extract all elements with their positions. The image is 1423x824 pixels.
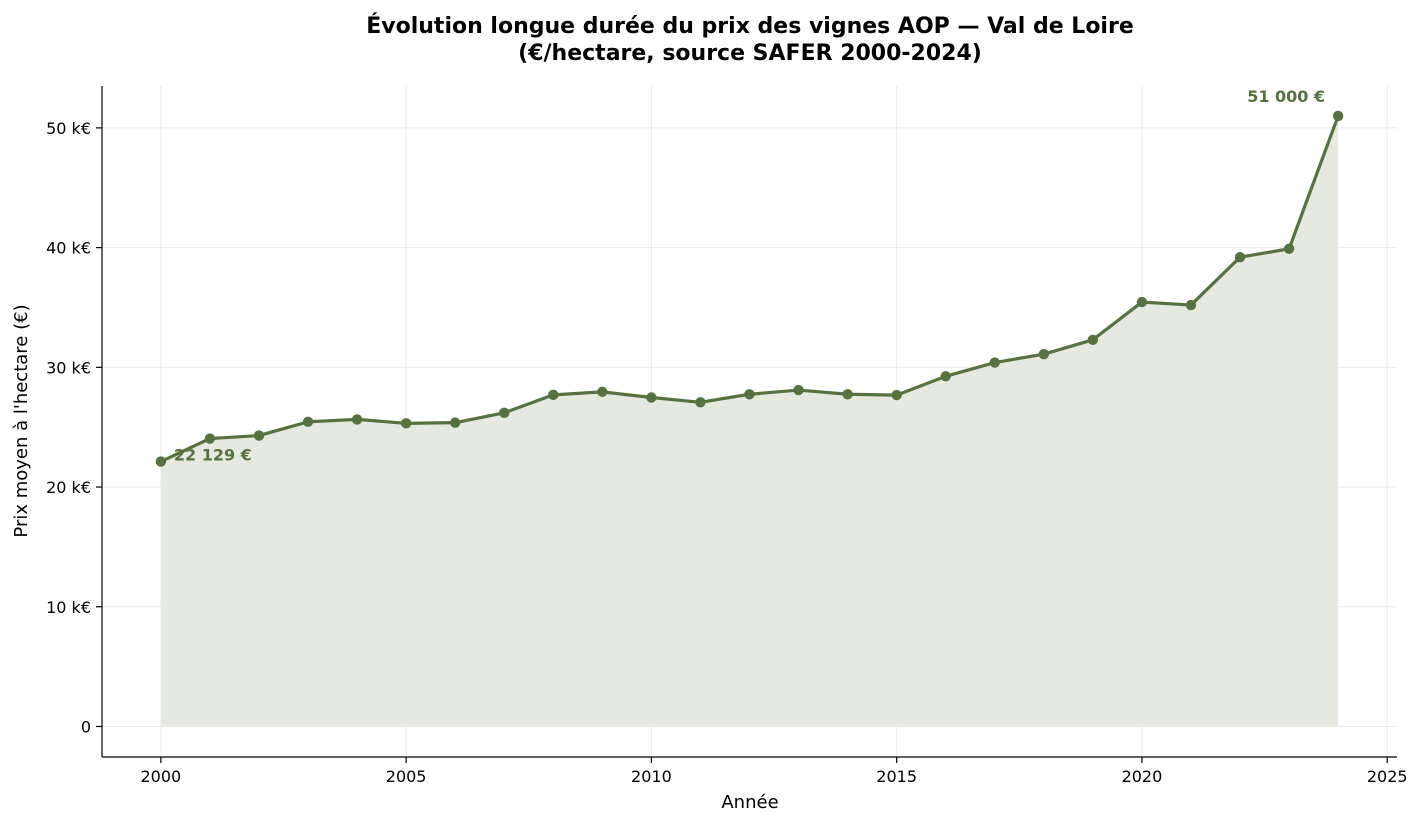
x-tick-label-5: 2025 [1367, 767, 1408, 786]
data-point-2013 [793, 384, 804, 396]
x-tick-label-1: 2005 [386, 767, 427, 786]
y-tick-label-4: 40 k€ [46, 239, 91, 258]
x-tick-label-0: 2000 [141, 767, 182, 786]
data-point-2017 [989, 357, 1000, 368]
data-point-2001 [204, 433, 216, 444]
data-point-2016 [940, 371, 951, 382]
data-point-2012 [744, 389, 755, 400]
data-point-2024 [1332, 110, 1344, 122]
data-point-2000 [155, 456, 167, 467]
data-point-2010 [646, 392, 657, 403]
data-points [155, 110, 1344, 467]
chart-title-line2: (€/hectare, source SAFER 2000-2024) [518, 41, 982, 66]
data-point-2014 [842, 389, 853, 400]
data-point-2007 [499, 407, 510, 419]
data-point-2005 [400, 418, 412, 429]
data-point-2009 [597, 386, 608, 398]
data-point-2023 [1283, 243, 1295, 255]
data-point-2020 [1136, 296, 1148, 308]
annotation-start-value: 22 129 € [174, 446, 252, 465]
area-fill [160, 115, 1339, 727]
data-point-2018 [1038, 348, 1050, 360]
y-tick-label-3: 30 k€ [46, 358, 91, 377]
x-tick-label-3: 2015 [876, 767, 917, 786]
data-point-2021 [1185, 299, 1197, 311]
data-point-2022 [1234, 251, 1246, 263]
data-point-2002 [253, 430, 265, 441]
annotation-end-value: 51 000 € [1247, 87, 1325, 106]
chart-title-line1: Évolution longue durée du prix des vigne… [366, 13, 1134, 39]
y-ticks: 0 10 k€ 20 k€ 30 k€ 40 k€ 50 k€ [46, 119, 102, 736]
y-tick-label-5: 50 k€ [46, 119, 91, 138]
data-point-2019 [1087, 334, 1099, 345]
data-point-2015 [891, 389, 902, 401]
y-tick-label-0: 0 [81, 717, 91, 736]
data-point-2003 [302, 416, 314, 427]
data-point-2004 [351, 414, 363, 425]
data-point-2006 [449, 417, 461, 428]
y-tick-label-1: 10 k€ [46, 598, 91, 617]
x-tick-label-4: 2020 [1122, 767, 1163, 786]
data-point-2008 [548, 389, 559, 401]
y-tick-label-2: 20 k€ [46, 478, 91, 497]
x-tick-label-2: 2010 [631, 767, 672, 786]
x-ticks: 2000 2005 2010 2015 2020 2025 [141, 757, 1408, 786]
x-axis-label: Année [721, 792, 778, 813]
data-point-2011 [695, 397, 706, 408]
y-axis-label: Prix moyen à l'hectare (€) [11, 304, 32, 537]
